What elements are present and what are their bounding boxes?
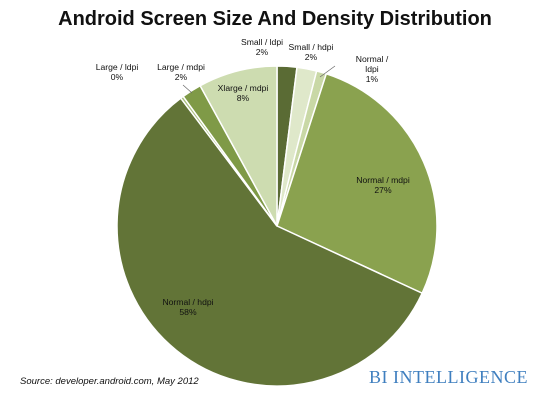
leader-line — [319, 65, 336, 78]
chart-title: Android Screen Size And Density Distribu… — [58, 8, 492, 30]
brand-logo: BI INTELLIGENCE — [369, 367, 528, 388]
brand-intelligence: INTELLIGENCE — [393, 367, 528, 387]
slice-label: Small / hdpi 2% — [289, 42, 334, 62]
slice-label: Large / ldpi 0% — [96, 62, 139, 82]
pie-slice — [116, 97, 424, 387]
slice-label: Small / ldpi 2% — [241, 37, 283, 57]
slice-label: Large / mdpi 2% — [157, 62, 205, 82]
pie-slice — [199, 65, 278, 227]
leader-line — [182, 84, 193, 94]
slice-label: Xlarge / mdpi 8% — [218, 83, 269, 103]
slice-label: Normal / hdpi 58% — [162, 297, 213, 317]
brand-bi: BI — [369, 367, 389, 387]
source-note: Source: developer.android.com, May 2012 — [20, 376, 199, 387]
pie-slice — [276, 72, 438, 295]
slice-label: Normal / mdpi 27% — [356, 175, 410, 195]
slice-label: Normal / ldpi 1% — [356, 54, 389, 84]
